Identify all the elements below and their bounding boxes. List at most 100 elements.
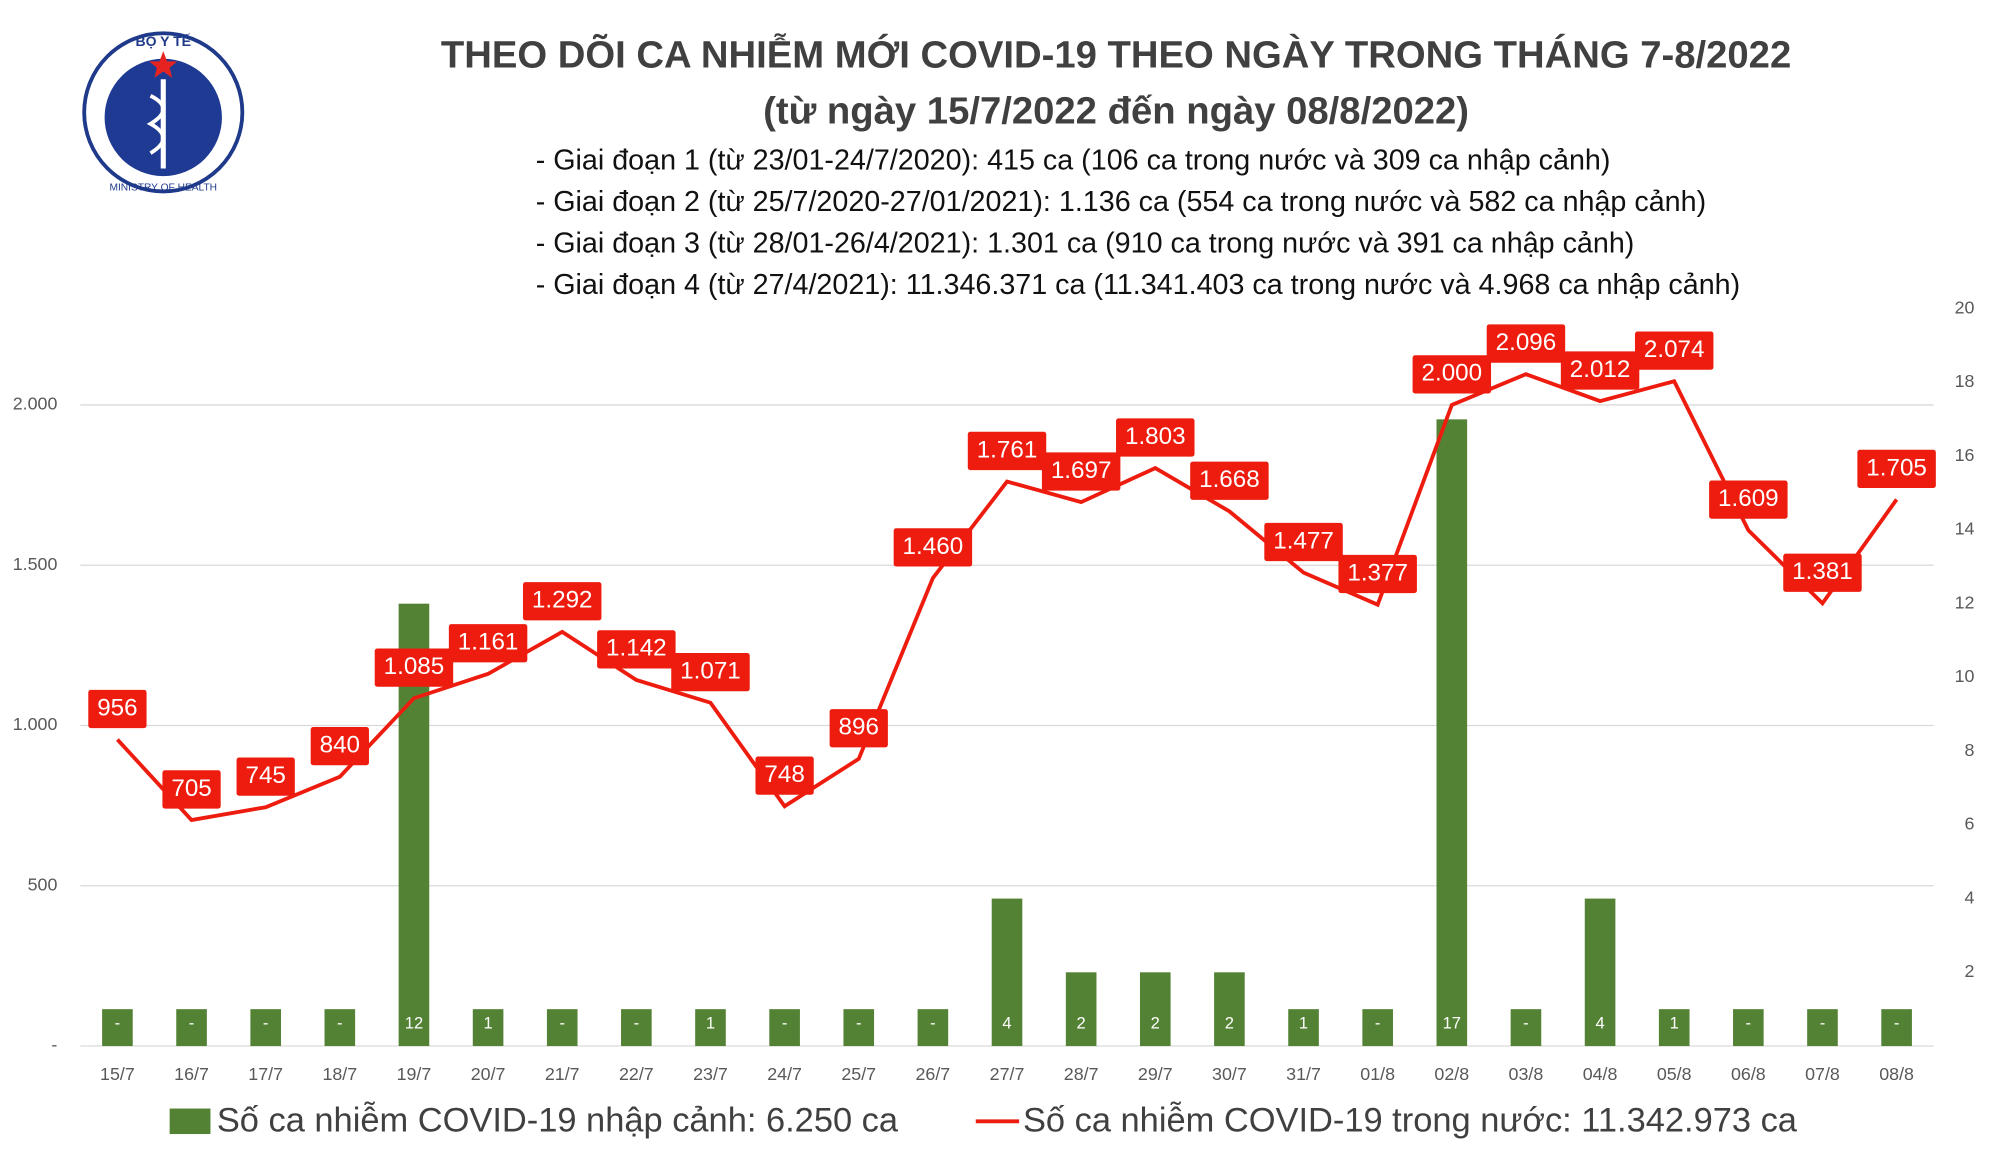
value-label-text: 705: [171, 775, 211, 802]
value-label-box: [522, 582, 602, 621]
bar: [991, 898, 1023, 1047]
value-label-box: [88, 689, 147, 729]
y-tick-label: 500: [28, 874, 58, 894]
bar-label: -: [263, 1014, 269, 1033]
x-tick-label: 23/7: [693, 1064, 728, 1084]
value-label-text: 1.142: [606, 635, 667, 662]
bar: [324, 1009, 356, 1047]
value-label-text: 956: [97, 694, 137, 721]
value-label: 2.000: [1412, 355, 1492, 394]
value-label: 956: [88, 689, 147, 729]
annotation: - Giai đoạn 1 (từ 23/01-24/7/2020): 415 …: [536, 145, 1611, 177]
value-label: 1.085: [374, 648, 454, 687]
value-label-text: 1.071: [680, 658, 741, 685]
bar-label: -: [1523, 1014, 1529, 1033]
value-label: 1.377: [1338, 554, 1417, 594]
y2-tick-label: 6: [1965, 814, 1975, 834]
value-label: 1.697: [1041, 452, 1121, 491]
y2-tick-label: 16: [1955, 445, 1975, 465]
value-label: 1.705: [1857, 449, 1936, 489]
x-tick-label: 20/7: [471, 1064, 506, 1084]
value-label-text: 2.096: [1496, 329, 1557, 356]
bar-label: 1: [706, 1014, 715, 1033]
value-label-box: [448, 624, 528, 663]
value-label: 745: [236, 757, 295, 796]
bar: [176, 1009, 207, 1047]
x-tick-label: 28/7: [1064, 1064, 1099, 1084]
bar: [1139, 972, 1171, 1047]
value-label: 1.668: [1190, 461, 1269, 500]
logo-bottom: MINISTRY OF HEALTH: [109, 182, 217, 193]
bar: [1065, 972, 1097, 1047]
x-tick-label: 02/8: [1434, 1064, 1469, 1084]
annotation: - Giai đoạn 4 (từ 27/4/2021): 11.346.371…: [536, 269, 1740, 301]
y2-tick-label: 20: [1955, 297, 1975, 317]
bar-label: 1: [1670, 1014, 1679, 1033]
y-tick-label: 2.000: [13, 394, 58, 414]
y2-tick-label: 12: [1955, 592, 1975, 612]
value-label-text: 1.460: [903, 533, 964, 560]
x-tick-label: 21/7: [545, 1064, 580, 1084]
value-label-box: [1264, 522, 1343, 562]
value-label-text: 2.000: [1422, 360, 1483, 387]
x-tick-label: 18/7: [322, 1064, 357, 1084]
value-label-text: 2.074: [1644, 336, 1705, 363]
x-tick-label: 05/8: [1657, 1064, 1692, 1084]
value-label: 840: [310, 727, 369, 766]
y-tick-label: 1.500: [13, 554, 58, 574]
annotation: - Giai đoạn 2 (từ 25/7/2020-27/01/2021):…: [536, 186, 1706, 218]
x-tick-label: 17/7: [248, 1064, 283, 1084]
value-label-text: 896: [839, 714, 879, 741]
value-label-text: 1.085: [384, 653, 445, 680]
value-label: 1.477: [1264, 522, 1343, 562]
x-tick-label: 22/7: [619, 1064, 654, 1084]
bar-label: 1: [483, 1014, 492, 1033]
bar: [1584, 898, 1616, 1047]
x-tick-label: 31/7: [1286, 1064, 1321, 1084]
value-label-box: [374, 648, 454, 687]
value-label-text: 1.668: [1199, 466, 1260, 493]
line: [116, 372, 1899, 823]
x-tick-label: 06/8: [1731, 1064, 1766, 1084]
value-label-box: [1116, 418, 1195, 457]
chart-title: THEO DÕI CA NHIỄM MỚI COVID-19 THEO NGÀY…: [441, 33, 1791, 77]
logo-snake: [146, 94, 166, 155]
value-label-text: 745: [245, 762, 285, 789]
bar-label: -: [856, 1014, 862, 1033]
y-tick-label: 1.000: [13, 714, 58, 734]
legend-label: Số ca nhiễm COVID-19 nhập cảnh: 6.250 ca: [217, 1101, 899, 1140]
value-label-box: [1560, 351, 1640, 390]
value-label-text: 1.609: [1718, 485, 1779, 512]
bar: [843, 1009, 875, 1047]
y2-tick-label: 4: [1965, 887, 1975, 907]
value-label: 2.012: [1560, 351, 1640, 390]
x-tick-label: 30/7: [1212, 1064, 1247, 1084]
y-tick-label: -: [51, 1035, 57, 1055]
bar-label: 2: [1225, 1014, 1234, 1033]
x-tick-label: 08/8: [1879, 1064, 1914, 1084]
logo-top: BỘ Y TẾ: [135, 32, 191, 49]
logo-star: [149, 51, 178, 78]
value-label-box: [1709, 480, 1788, 519]
value-label-box: [829, 709, 888, 748]
y2-tick-label: 2: [1965, 961, 1975, 981]
bar-label: -: [634, 1014, 640, 1033]
bar: [1436, 419, 1468, 1047]
legend-label: Số ca nhiễm COVID-19 trong nước: 11.342.…: [1023, 1101, 1798, 1140]
bar: [1362, 1009, 1393, 1047]
bar: [917, 1009, 949, 1047]
value-label-text: 1.761: [977, 436, 1038, 463]
bar-label: 1: [1299, 1014, 1308, 1033]
x-tick-label: 16/7: [174, 1064, 209, 1084]
bar-label: 2: [1151, 1014, 1160, 1033]
value-label: 1.292: [522, 582, 602, 621]
value-label: 1.161: [448, 624, 528, 663]
x-tick-label: 19/7: [397, 1064, 432, 1084]
bar-label: -: [930, 1014, 936, 1033]
value-label-text: 1.381: [1792, 558, 1853, 585]
value-label: 1.142: [597, 630, 676, 669]
x-tick-label: 01/8: [1360, 1064, 1395, 1084]
bar: [1658, 1009, 1690, 1047]
x-tick-label: 04/8: [1583, 1064, 1618, 1084]
legend-swatch: [169, 1108, 211, 1135]
